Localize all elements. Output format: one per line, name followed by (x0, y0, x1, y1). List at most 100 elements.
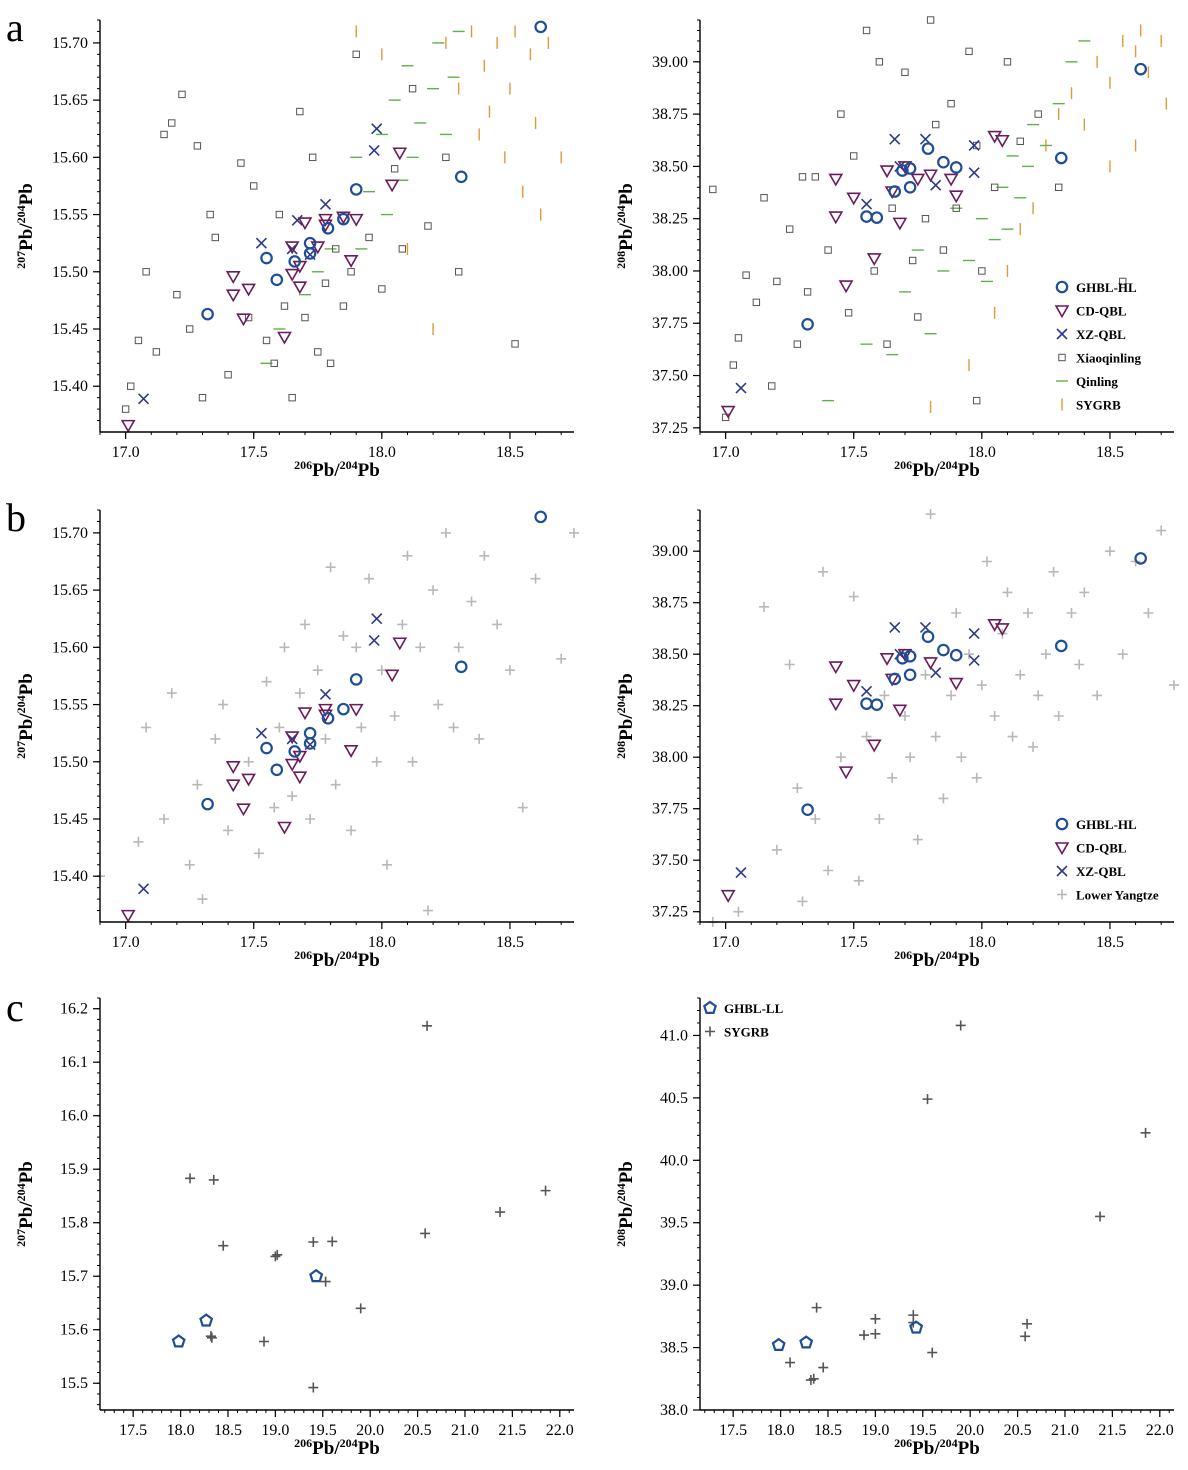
point-xz-qbl (930, 179, 942, 191)
x-tick-label: 20.0 (956, 1422, 984, 1439)
x-tick-label: 17.0 (112, 934, 140, 951)
point-ghbl-ll (771, 1337, 786, 1352)
x-tick-label: 18.5 (214, 1422, 242, 1439)
point-lower-yangtze (243, 756, 254, 767)
point-sygrb (785, 1357, 796, 1368)
point-sygrb (1095, 1211, 1106, 1222)
point-xiaoqinling (121, 405, 130, 413)
y-tick-label: 15.9 (60, 1161, 88, 1178)
point-cd-qbl (292, 281, 308, 295)
point-lower-yangtze (371, 756, 382, 767)
y-axis-label: 207Pb/204Pb (14, 673, 37, 759)
point-lower-yangtze (1156, 525, 1167, 536)
point-xiaoqinling (973, 396, 981, 405)
series-xz-qbl (735, 133, 980, 394)
point-ghbl-hl (270, 273, 284, 287)
point-lower-yangtze (422, 905, 433, 916)
point-xiaoqinling (785, 225, 794, 233)
series-cd-qbl (720, 130, 1010, 419)
point-xiaoqinling (932, 120, 940, 129)
legend-label-cd-qbl: CD-QBL (1076, 841, 1127, 856)
point-lower-yangtze (504, 665, 515, 676)
point-cd-qbl (866, 739, 882, 753)
y-tick-label: 37.50 (652, 368, 688, 385)
y-tick-label: 38.00 (652, 263, 688, 280)
point-cd-qbl (720, 889, 736, 903)
legend-label-xz-qbl: XZ-QBL (1076, 864, 1126, 879)
point-lower-yangtze (912, 834, 923, 845)
point-cd-qbl (284, 758, 300, 772)
point-xz-qbl (368, 144, 380, 157)
point-cd-qbl (910, 173, 926, 187)
point-sygrb (870, 1328, 881, 1339)
point-xiaoqinling (365, 233, 373, 242)
point-sygrb (206, 1332, 217, 1343)
y-tick-label: 15.60 (52, 149, 88, 166)
point-cd-qbl (284, 268, 300, 282)
x-tick-label: 20.5 (404, 1422, 432, 1439)
point-ghbl-hl (349, 183, 363, 196)
point-lower-yangtze (338, 630, 349, 641)
point-xiaoqinling (709, 185, 717, 194)
point-xiaoqinling (237, 159, 245, 167)
point-xiaoqinling (442, 153, 450, 162)
point-lower-yangtze (759, 601, 770, 612)
point-xiaoqinling (424, 222, 432, 230)
legend-marker-cd-qbl (1054, 305, 1070, 319)
point-xiaoqinling (408, 84, 417, 93)
point-sygrb (308, 1236, 319, 1247)
series-qinling (260, 30, 465, 365)
point-lower-yangtze (930, 731, 941, 742)
point-lower-yangtze (397, 619, 408, 630)
point-xiaoqinling (308, 153, 317, 162)
point-lower-yangtze (823, 865, 834, 876)
point-ghbl-hl (870, 211, 884, 224)
point-cd-qbl (277, 331, 292, 345)
point-ghbl-hl (949, 648, 963, 662)
point-ghbl-hl (896, 164, 909, 177)
y-tick-label: 38.25 (652, 211, 688, 228)
point-xz-qbl (735, 382, 747, 394)
point-sygrb (495, 1207, 506, 1218)
point-lower-yangtze (253, 848, 264, 859)
y-tick-label: 37.50 (652, 852, 688, 869)
point-lower-yangtze (402, 550, 413, 561)
point-ghbl-hl (260, 741, 273, 755)
point-lower-yangtze (1007, 731, 1018, 742)
point-xiaoqinling (901, 68, 909, 76)
point-lower-yangtze (330, 779, 341, 790)
point-ghbl-hl (454, 170, 468, 184)
point-lower-yangtze (797, 896, 808, 907)
point-cd-qbl (236, 803, 251, 817)
point-lower-yangtze (479, 550, 490, 561)
point-lower-yangtze (784, 659, 795, 670)
point-sygrb (1022, 1318, 1033, 1329)
point-cd-qbl (284, 241, 300, 255)
point-xiaoqinling (275, 210, 284, 219)
point-cd-qbl (384, 669, 400, 683)
point-xiaoqinling (198, 393, 207, 402)
point-sygrb (955, 1020, 966, 1031)
series-ghbl-ll (771, 1320, 924, 1352)
point-xz-qbl (371, 123, 383, 135)
series-sygrb (785, 1020, 1151, 1386)
point-lower-yangtze (192, 779, 203, 790)
point-cd-qbl (897, 161, 913, 175)
point-lower-yangtze (269, 802, 280, 813)
point-xiaoqinling (1003, 58, 1012, 66)
legend-marker-ghbl-hl (1055, 817, 1069, 831)
y-tick-label: 15.55 (52, 207, 88, 224)
point-lower-yangtze (946, 690, 957, 701)
y-tick-label: 15.65 (52, 582, 88, 599)
point-ghbl-hl (801, 803, 814, 817)
point-cd-qbl (897, 648, 913, 662)
point-lower-yangtze (1033, 690, 1044, 701)
point-sygrb (205, 1331, 216, 1342)
y-tick-label: 37.75 (652, 315, 688, 332)
x-tick-label: 17.0 (712, 934, 740, 951)
point-sygrb (808, 1373, 819, 1384)
point-lower-yangtze (971, 772, 982, 783)
point-ghbl-hl (860, 210, 873, 223)
point-cd-qbl (994, 134, 1010, 148)
point-lower-yangtze (1002, 587, 1013, 598)
